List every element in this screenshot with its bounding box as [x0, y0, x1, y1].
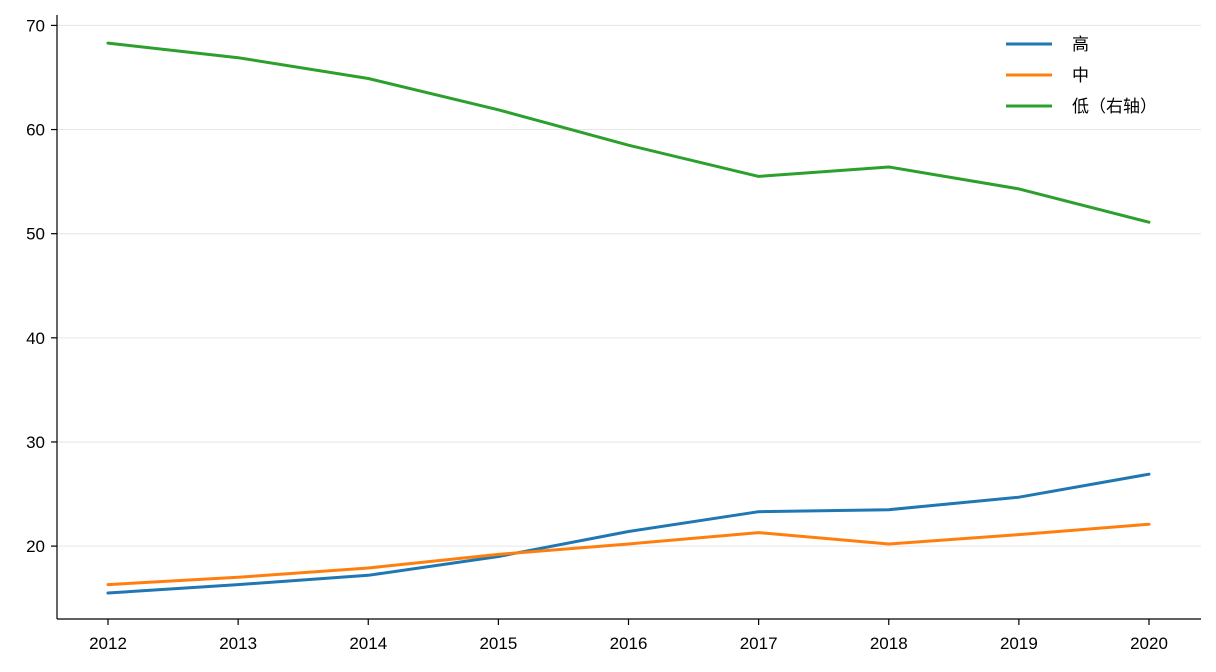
y-tick-label: 70: [26, 16, 45, 35]
grid-lines: [57, 24, 1201, 547]
x-tick-label: 2018: [870, 634, 908, 653]
x-tick-label: 2013: [219, 634, 257, 653]
series-lines: [106, 41, 1151, 595]
x-tick-label: 2012: [89, 634, 127, 653]
legend-label-2: 低（右轴）: [1072, 97, 1157, 117]
y-tick-label: 60: [26, 121, 45, 140]
y-tick-label: 50: [26, 225, 45, 244]
x-tick-label: 2015: [479, 634, 517, 653]
y-tick-label: 20: [26, 537, 45, 556]
x-tick-label: 2016: [610, 634, 648, 653]
legend: 高中低（右轴）: [1006, 35, 1157, 117]
x-tick-label: 2020: [1130, 634, 1168, 653]
series-line-1: [106, 522, 1151, 587]
tick-labels: 20 30 40 50 60 70 2012 2013 2014 2015 2016 2017 2018…: [26, 16, 1168, 653]
y-tick-label: 30: [26, 433, 45, 452]
series-line-0: [106, 472, 1151, 595]
x-tick-label: 2019: [1000, 634, 1038, 653]
legend-label-1: 中: [1072, 66, 1089, 86]
series-line-2: [106, 41, 1151, 224]
x-tick-label: 2017: [740, 634, 778, 653]
x-tick-label: 2014: [349, 634, 387, 653]
axes: [51, 15, 1201, 625]
y-tick-label: 40: [26, 329, 45, 348]
legend-label-0: 高: [1072, 35, 1089, 55]
